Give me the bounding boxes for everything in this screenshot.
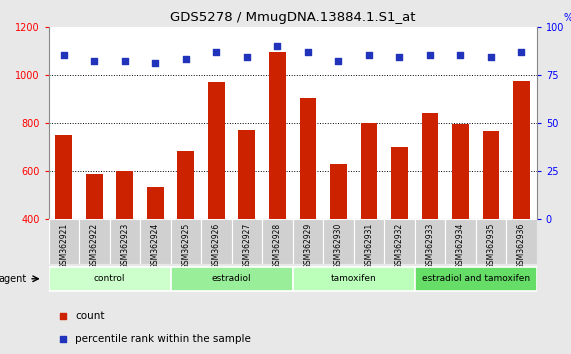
Bar bbox=[262, 219, 292, 264]
Point bbox=[395, 55, 404, 60]
Text: %: % bbox=[564, 13, 571, 23]
Title: GDS5278 / MmugDNA.13884.1.S1_at: GDS5278 / MmugDNA.13884.1.S1_at bbox=[170, 11, 415, 24]
Bar bbox=[79, 219, 110, 264]
Bar bbox=[110, 219, 140, 264]
Bar bbox=[140, 219, 171, 264]
Text: GSM362932: GSM362932 bbox=[395, 223, 404, 269]
Bar bbox=[49, 267, 171, 291]
Bar bbox=[116, 171, 133, 219]
Point bbox=[242, 55, 251, 60]
Bar bbox=[415, 267, 537, 291]
Bar bbox=[300, 98, 316, 219]
Bar bbox=[445, 219, 476, 264]
Text: GSM362926: GSM362926 bbox=[212, 223, 221, 269]
Bar bbox=[232, 219, 262, 264]
Point bbox=[90, 58, 99, 64]
Text: estradiol: estradiol bbox=[212, 274, 251, 283]
Point bbox=[425, 53, 435, 58]
Point bbox=[456, 53, 465, 58]
Point bbox=[59, 53, 69, 58]
Bar bbox=[513, 81, 530, 219]
Text: tamoxifen: tamoxifen bbox=[331, 274, 376, 283]
Bar bbox=[330, 164, 347, 219]
Bar bbox=[178, 151, 194, 219]
Point bbox=[151, 61, 160, 66]
Bar bbox=[452, 124, 469, 219]
Text: GSM362922: GSM362922 bbox=[90, 223, 99, 269]
Bar bbox=[415, 219, 445, 264]
Text: GSM362935: GSM362935 bbox=[486, 223, 496, 269]
Bar bbox=[49, 219, 79, 264]
Bar bbox=[147, 187, 164, 219]
Text: percentile rank within the sample: percentile rank within the sample bbox=[75, 334, 251, 344]
Text: control: control bbox=[94, 274, 125, 283]
Point bbox=[181, 57, 190, 62]
Point bbox=[517, 49, 526, 55]
Text: count: count bbox=[75, 311, 105, 321]
Bar bbox=[353, 219, 384, 264]
Text: GSM362921: GSM362921 bbox=[59, 223, 69, 269]
Text: agent: agent bbox=[0, 274, 27, 284]
Bar bbox=[239, 130, 255, 219]
Bar bbox=[171, 219, 201, 264]
Text: GSM362936: GSM362936 bbox=[517, 223, 526, 269]
Text: GSM362931: GSM362931 bbox=[364, 223, 373, 269]
Point bbox=[486, 55, 496, 60]
Bar bbox=[208, 82, 225, 219]
Text: GSM362927: GSM362927 bbox=[242, 223, 251, 269]
Point bbox=[120, 58, 130, 64]
Bar bbox=[506, 219, 537, 264]
Text: estradiol and tamoxifen: estradiol and tamoxifen bbox=[421, 274, 530, 283]
Bar bbox=[421, 113, 439, 219]
Text: GSM362925: GSM362925 bbox=[182, 223, 190, 269]
Text: GSM362930: GSM362930 bbox=[334, 223, 343, 269]
Point bbox=[273, 43, 282, 49]
Bar bbox=[323, 219, 353, 264]
Text: GSM362923: GSM362923 bbox=[120, 223, 129, 269]
Bar bbox=[201, 219, 232, 264]
Point bbox=[334, 58, 343, 64]
Point bbox=[303, 49, 312, 55]
Bar bbox=[171, 267, 292, 291]
Bar bbox=[292, 267, 415, 291]
Bar bbox=[476, 219, 506, 264]
Bar bbox=[55, 135, 72, 219]
Point bbox=[364, 53, 373, 58]
Bar bbox=[482, 131, 500, 219]
Point bbox=[421, 189, 431, 195]
Bar bbox=[360, 123, 377, 219]
Bar bbox=[269, 52, 286, 219]
Bar bbox=[384, 219, 415, 264]
Point bbox=[212, 49, 221, 55]
Bar bbox=[391, 147, 408, 219]
Text: GSM362933: GSM362933 bbox=[425, 223, 435, 269]
Text: GSM362929: GSM362929 bbox=[303, 223, 312, 269]
Bar bbox=[86, 174, 103, 219]
Text: GSM362924: GSM362924 bbox=[151, 223, 160, 269]
Text: GSM362928: GSM362928 bbox=[273, 223, 282, 269]
Text: GSM362934: GSM362934 bbox=[456, 223, 465, 269]
Bar bbox=[292, 219, 323, 264]
